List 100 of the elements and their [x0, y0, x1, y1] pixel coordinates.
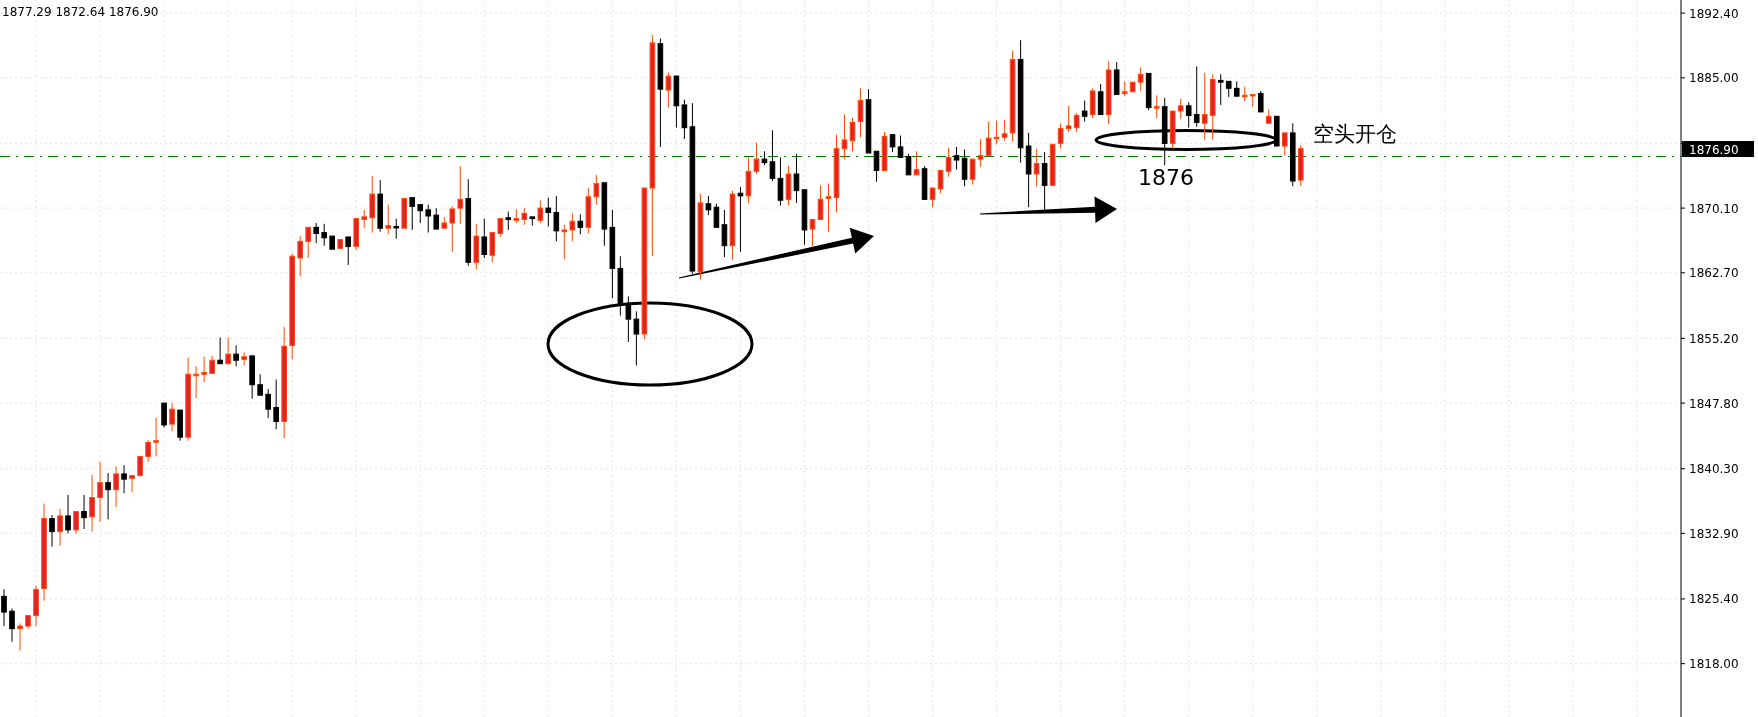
candlestick — [385, 204, 392, 235]
y-tick-label: 1870.10 — [1689, 201, 1739, 216]
candlestick — [145, 439, 151, 463]
candlestick — [921, 165, 928, 200]
candlestick — [1297, 144, 1304, 187]
annotation: 1877.29 1872.64 1876.90 — [2, 5, 159, 19]
candlestick — [81, 494, 87, 530]
candlestick — [753, 142, 760, 175]
candlestick — [369, 175, 376, 234]
candlestick — [337, 239, 343, 249]
y-tick-label: 1818.00 — [1689, 657, 1739, 672]
candlestick — [1169, 110, 1176, 150]
candlestick — [993, 120, 1000, 145]
y-tick-label: 1840.30 — [1689, 462, 1739, 477]
candlestick — [841, 114, 848, 160]
candlestick — [585, 187, 592, 234]
candlestick — [17, 622, 23, 652]
candlestick — [913, 150, 920, 176]
candlestick — [569, 212, 576, 242]
candlestick — [577, 213, 584, 235]
candlestick — [785, 165, 792, 206]
candlestick — [929, 187, 936, 208]
candlestick — [593, 174, 600, 206]
candlestick — [33, 585, 39, 627]
candlestick — [121, 464, 127, 494]
candlestick — [1289, 122, 1296, 187]
candlestick — [745, 156, 752, 204]
candlestick — [1097, 83, 1104, 116]
candlestick — [673, 75, 680, 129]
candlestick — [1217, 73, 1224, 106]
candlestick — [657, 37, 664, 148]
y-tick-label: 1892.40 — [1689, 6, 1739, 21]
candlestick — [553, 195, 560, 242]
candlestick — [161, 402, 167, 429]
candlestick — [1153, 94, 1160, 119]
candlestick — [1241, 86, 1248, 102]
candlestick — [289, 253, 295, 360]
candlestick — [705, 195, 712, 216]
candlestick — [801, 189, 808, 246]
candlestick — [257, 373, 263, 396]
candlestick — [297, 235, 303, 277]
candlestick — [9, 608, 15, 643]
candlestick — [1273, 115, 1280, 147]
candlestick — [689, 102, 696, 275]
candlestick — [465, 178, 472, 267]
candlestick — [721, 209, 728, 258]
candlestick — [393, 218, 400, 240]
candlestick — [193, 365, 199, 399]
candlestick — [953, 146, 960, 171]
candlestick — [233, 344, 239, 367]
candlestick — [97, 461, 103, 523]
candlestick — [1257, 90, 1264, 113]
candlestick — [105, 472, 111, 520]
candlestick — [153, 417, 159, 457]
candlestick — [481, 218, 488, 259]
candlestick — [1081, 100, 1088, 123]
candlestick — [321, 223, 327, 247]
candlestick — [905, 153, 912, 176]
candlestick — [1129, 81, 1136, 93]
y-tick-label: 1862.70 — [1689, 266, 1739, 281]
candlestick — [1001, 119, 1008, 142]
candlestick — [1113, 61, 1120, 95]
candlestick — [1121, 80, 1128, 97]
candlestick — [665, 72, 672, 109]
candlestick — [201, 356, 207, 383]
candlestick — [1137, 66, 1144, 92]
candlestick — [1065, 105, 1072, 133]
y-tick-label: 1832.90 — [1689, 526, 1739, 541]
candlestick — [1161, 97, 1168, 166]
candlestick — [1209, 73, 1216, 141]
candlestick — [241, 351, 247, 366]
candlestick — [1233, 80, 1240, 97]
candlestick — [529, 216, 536, 227]
candlestick — [433, 207, 440, 230]
candlestick — [1017, 39, 1024, 164]
candlestick — [545, 197, 552, 227]
candlestick — [473, 223, 480, 270]
candlestick — [1009, 50, 1016, 143]
candlestick — [25, 615, 31, 630]
candlestick — [1057, 122, 1064, 150]
candlestick — [73, 511, 79, 534]
candlestick — [1033, 148, 1040, 187]
candlestick — [497, 218, 504, 238]
candlestick — [865, 88, 872, 154]
candlestick — [225, 337, 231, 365]
candlestick — [809, 218, 816, 248]
candlestick — [305, 226, 311, 259]
candlestick — [1041, 151, 1048, 211]
candlestick — [513, 208, 520, 224]
candlestick — [409, 197, 416, 231]
candlestick — [945, 147, 952, 178]
candlestick — [961, 149, 968, 187]
candlestick — [177, 409, 183, 442]
candlestick — [1281, 132, 1288, 157]
candlestick — [601, 182, 608, 247]
candlestick — [41, 503, 47, 602]
y-tick-label: 1847.80 — [1689, 396, 1739, 411]
candlestick — [281, 326, 287, 439]
candlestick — [265, 388, 271, 419]
candlestick — [969, 158, 976, 185]
